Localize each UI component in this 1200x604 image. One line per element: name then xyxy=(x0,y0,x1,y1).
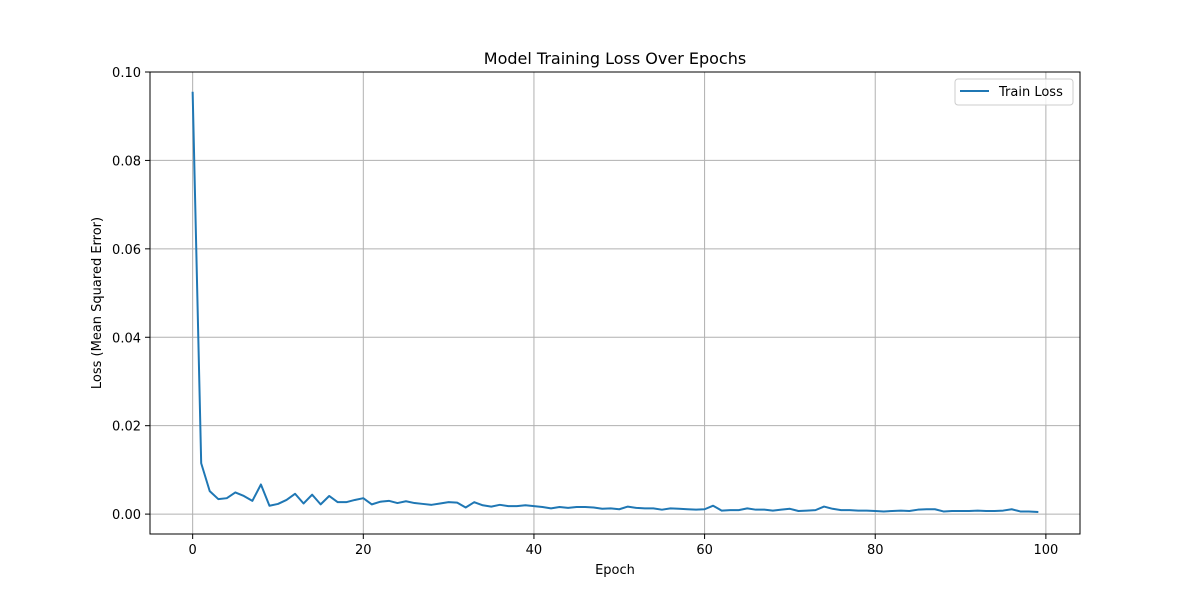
chart-title: Model Training Loss Over Epochs xyxy=(484,49,746,68)
series-line-train-loss xyxy=(191,91,1039,513)
plot-frame xyxy=(149,71,1081,535)
y-tick-label: 0.06 xyxy=(112,243,141,258)
series-layer xyxy=(191,91,1039,513)
y-axis-label: Loss (Mean Squared Error) xyxy=(90,217,105,389)
y-tick-label: 0.08 xyxy=(112,154,141,169)
x-tick-label: 80 xyxy=(867,543,884,558)
legend-box xyxy=(954,78,1074,106)
x-tick-label: 0 xyxy=(189,543,197,558)
legend-label-train-loss: Train Loss xyxy=(998,85,1063,100)
x-tick-label: 100 xyxy=(1033,543,1058,558)
y-tick-label: 0.10 xyxy=(112,66,141,81)
y-tick-label: 0.02 xyxy=(112,420,141,435)
x-tick-label: 60 xyxy=(696,543,713,558)
y-tick-label: 0.04 xyxy=(112,331,141,346)
x-tick-label: 20 xyxy=(355,543,372,558)
ticks-layer: 0 20 40 60 80 100 0.00 0.02 0.04 0.06 0.08 0.10 xyxy=(112,66,1058,558)
legend: Train Loss xyxy=(954,78,1074,106)
grid-layer xyxy=(150,71,1080,534)
x-axis-label: Epoch xyxy=(595,563,635,578)
x-tick-label: 40 xyxy=(526,543,543,558)
y-tick-label: 0.00 xyxy=(112,508,141,523)
